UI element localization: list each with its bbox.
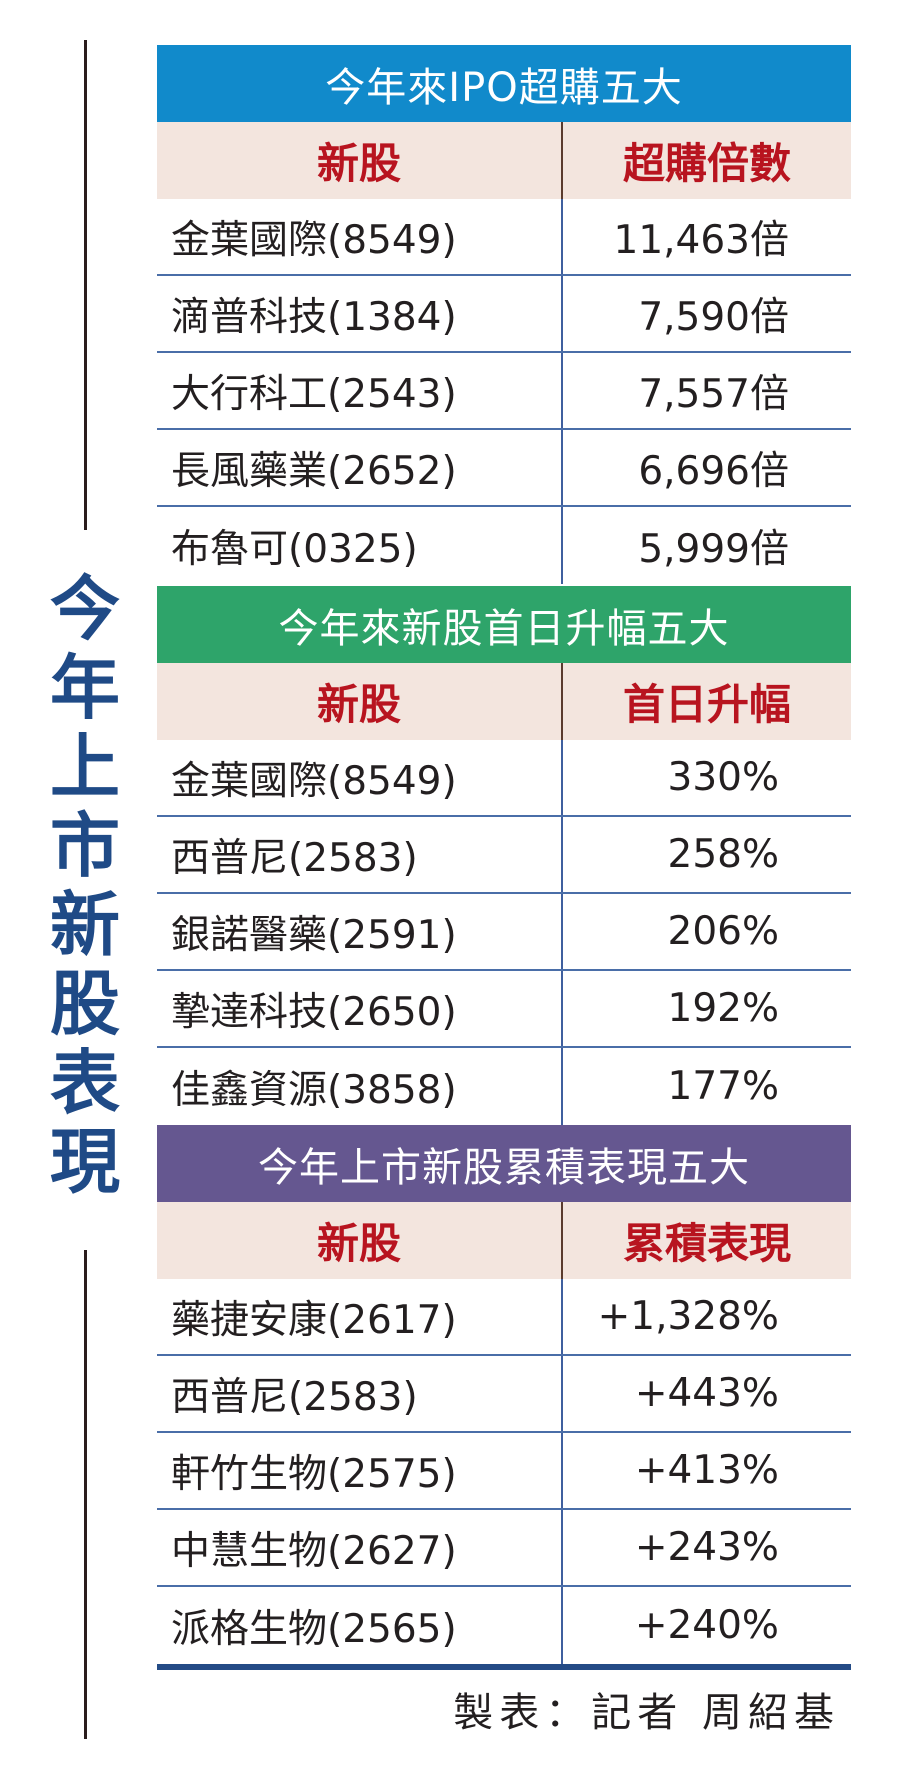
stock-name: 長風藥業(2652): [157, 430, 563, 505]
table-header: 新股 首日升幅: [157, 663, 851, 740]
section-title: 今年上市新股累積表現五大: [157, 1125, 851, 1202]
table-row: 藥捷安康(2617) +1,328%: [157, 1279, 851, 1356]
stock-value: 7,590倍: [638, 294, 789, 340]
stock-value: 5,999倍: [638, 526, 789, 572]
table-row: 摯達科技(2650) 192%: [157, 971, 851, 1048]
stock-name: 布魯可(0325): [157, 507, 563, 584]
table-row: 派格生物(2565) +240%: [157, 1587, 851, 1664]
stock-value: 206%: [667, 909, 780, 954]
table-row: 銀諾醫藥(2591) 206%: [157, 894, 851, 971]
stock-value: 330%: [667, 755, 780, 800]
table-row: 佳鑫資源(3858) 177%: [157, 1048, 851, 1125]
ipo-oversubscription-table: 今年來IPO超購五大 新股 超購倍數 金葉國際(8549) 11,463倍 滴普…: [157, 45, 851, 584]
stock-value: 258%: [667, 832, 780, 877]
stock-name: 中慧生物(2627): [157, 1510, 563, 1585]
stock-value: 177%: [667, 1064, 780, 1109]
side-title-char: 現: [50, 1121, 120, 1203]
side-title-char: 今: [50, 568, 120, 650]
stock-name: 摯達科技(2650): [157, 971, 563, 1046]
stock-name: 金葉國際(8549): [157, 199, 563, 274]
stock-name: 佳鑫資源(3858): [157, 1048, 563, 1125]
stock-name: 西普尼(2583): [157, 817, 563, 892]
table-header: 新股 超購倍數: [157, 122, 851, 199]
side-title-char: 上: [50, 726, 120, 808]
stock-name: 軒竹生物(2575): [157, 1433, 563, 1508]
side-title-char: 股: [50, 963, 120, 1045]
side-title-char: 市: [50, 805, 120, 887]
table-row: 中慧生物(2627) +243%: [157, 1510, 851, 1587]
table-row: 西普尼(2583) 258%: [157, 817, 851, 894]
header-value: 首日升幅: [622, 680, 791, 729]
stock-value: +413%: [634, 1448, 779, 1493]
header-value: 累積表現: [622, 1219, 791, 1268]
table-row: 金葉國際(8549) 330%: [157, 740, 851, 817]
stock-value: +443%: [634, 1371, 779, 1416]
stock-name: 派格生物(2565): [157, 1587, 563, 1664]
stock-value: 192%: [667, 986, 780, 1031]
section-title: 今年來IPO超購五大: [157, 45, 851, 122]
side-title-char: 新: [50, 884, 120, 966]
bottom-rule: [157, 1664, 851, 1670]
table-row: 長風藥業(2652) 6,696倍: [157, 430, 851, 507]
bottom-vertical-rule: [84, 1250, 87, 1739]
top-vertical-rule: [84, 40, 87, 530]
side-title-char: 年: [50, 647, 120, 729]
stock-name: 滴普科技(1384): [157, 276, 563, 351]
stock-value: 7,557倍: [638, 371, 789, 417]
stock-name: 大行科工(2543): [157, 353, 563, 428]
stock-value: +243%: [634, 1525, 779, 1570]
stock-name: 銀諾醫藥(2591): [157, 894, 563, 969]
table-row: 金葉國際(8549) 11,463倍: [157, 199, 851, 276]
table-row: 布魯可(0325) 5,999倍: [157, 507, 851, 584]
stock-name: 西普尼(2583): [157, 1356, 563, 1431]
credit-line: 製表：記者 周紹基: [453, 1690, 840, 1736]
stock-name: 金葉國際(8549): [157, 740, 563, 815]
stock-value: +240%: [634, 1603, 779, 1648]
header-stock: 新股: [157, 122, 563, 199]
side-title: 今 年 上 市 新 股 表 現: [44, 570, 126, 1202]
stock-value: 6,696倍: [638, 448, 789, 494]
first-day-gain-table: 今年來新股首日升幅五大 新股 首日升幅 金葉國際(8549) 330% 西普尼(…: [157, 586, 851, 1125]
side-title-char: 表: [50, 1042, 120, 1124]
cumulative-performance-table: 今年上市新股累積表現五大 新股 累積表現 藥捷安康(2617) +1,328% …: [157, 1125, 851, 1664]
header-stock: 新股: [157, 663, 563, 740]
table-row: 滴普科技(1384) 7,590倍: [157, 276, 851, 353]
stock-name: 藥捷安康(2617): [157, 1279, 563, 1354]
stock-value: +1,328%: [597, 1294, 779, 1339]
section-title: 今年來新股首日升幅五大: [157, 586, 851, 663]
stock-value: 11,463倍: [613, 217, 789, 263]
table-row: 軒竹生物(2575) +413%: [157, 1433, 851, 1510]
header-stock: 新股: [157, 1202, 563, 1279]
header-value: 超購倍數: [622, 139, 791, 188]
table-header: 新股 累積表現: [157, 1202, 851, 1279]
table-row: 大行科工(2543) 7,557倍: [157, 353, 851, 430]
table-row: 西普尼(2583) +443%: [157, 1356, 851, 1433]
